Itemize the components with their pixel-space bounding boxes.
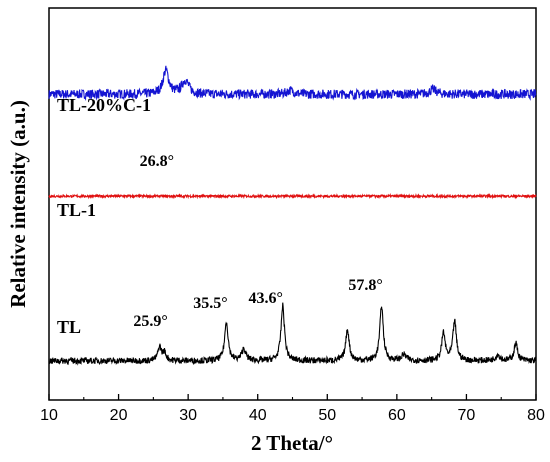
x-axis-ticks: 10 20 30 40 50 60 70 80 <box>40 394 545 424</box>
series-label: TL <box>57 317 81 337</box>
x-tick-label: 10 <box>40 407 58 424</box>
series-line-tl-1 <box>48 192 537 200</box>
x-tick-label: 70 <box>458 407 476 424</box>
x-tick-label: 80 <box>527 407 545 424</box>
x-tick-label: 40 <box>249 407 267 424</box>
x-tick-label: 30 <box>179 407 197 424</box>
series-label: TL-20%C-1 <box>57 95 151 115</box>
peak-annotation: 25.9° <box>133 313 167 330</box>
series-label: TL-1 <box>57 200 96 220</box>
series-line-tl-20-c-1 <box>48 65 537 101</box>
labels-group: TL-20%C-1 TL-1 TL 26.8° 25.9° 35.5° 43.6° 57.8° <box>57 95 383 337</box>
peak-annotation: 35.5° <box>193 295 227 312</box>
peak-annotation: 26.8° <box>140 153 174 170</box>
peak-annotation: 57.8° <box>348 277 382 294</box>
x-tick-label: 60 <box>388 407 406 424</box>
x-tick-label: 20 <box>110 407 128 424</box>
plot-frame <box>48 7 537 401</box>
curves-group <box>48 65 537 366</box>
x-tick-label: 50 <box>318 407 336 424</box>
x-axis-title: 2 Theta/° <box>251 431 333 455</box>
peak-annotation: 43.6° <box>249 290 283 307</box>
series-line-tl <box>48 302 537 366</box>
y-axis-title: Relative intensity (a.u.) <box>6 100 30 308</box>
